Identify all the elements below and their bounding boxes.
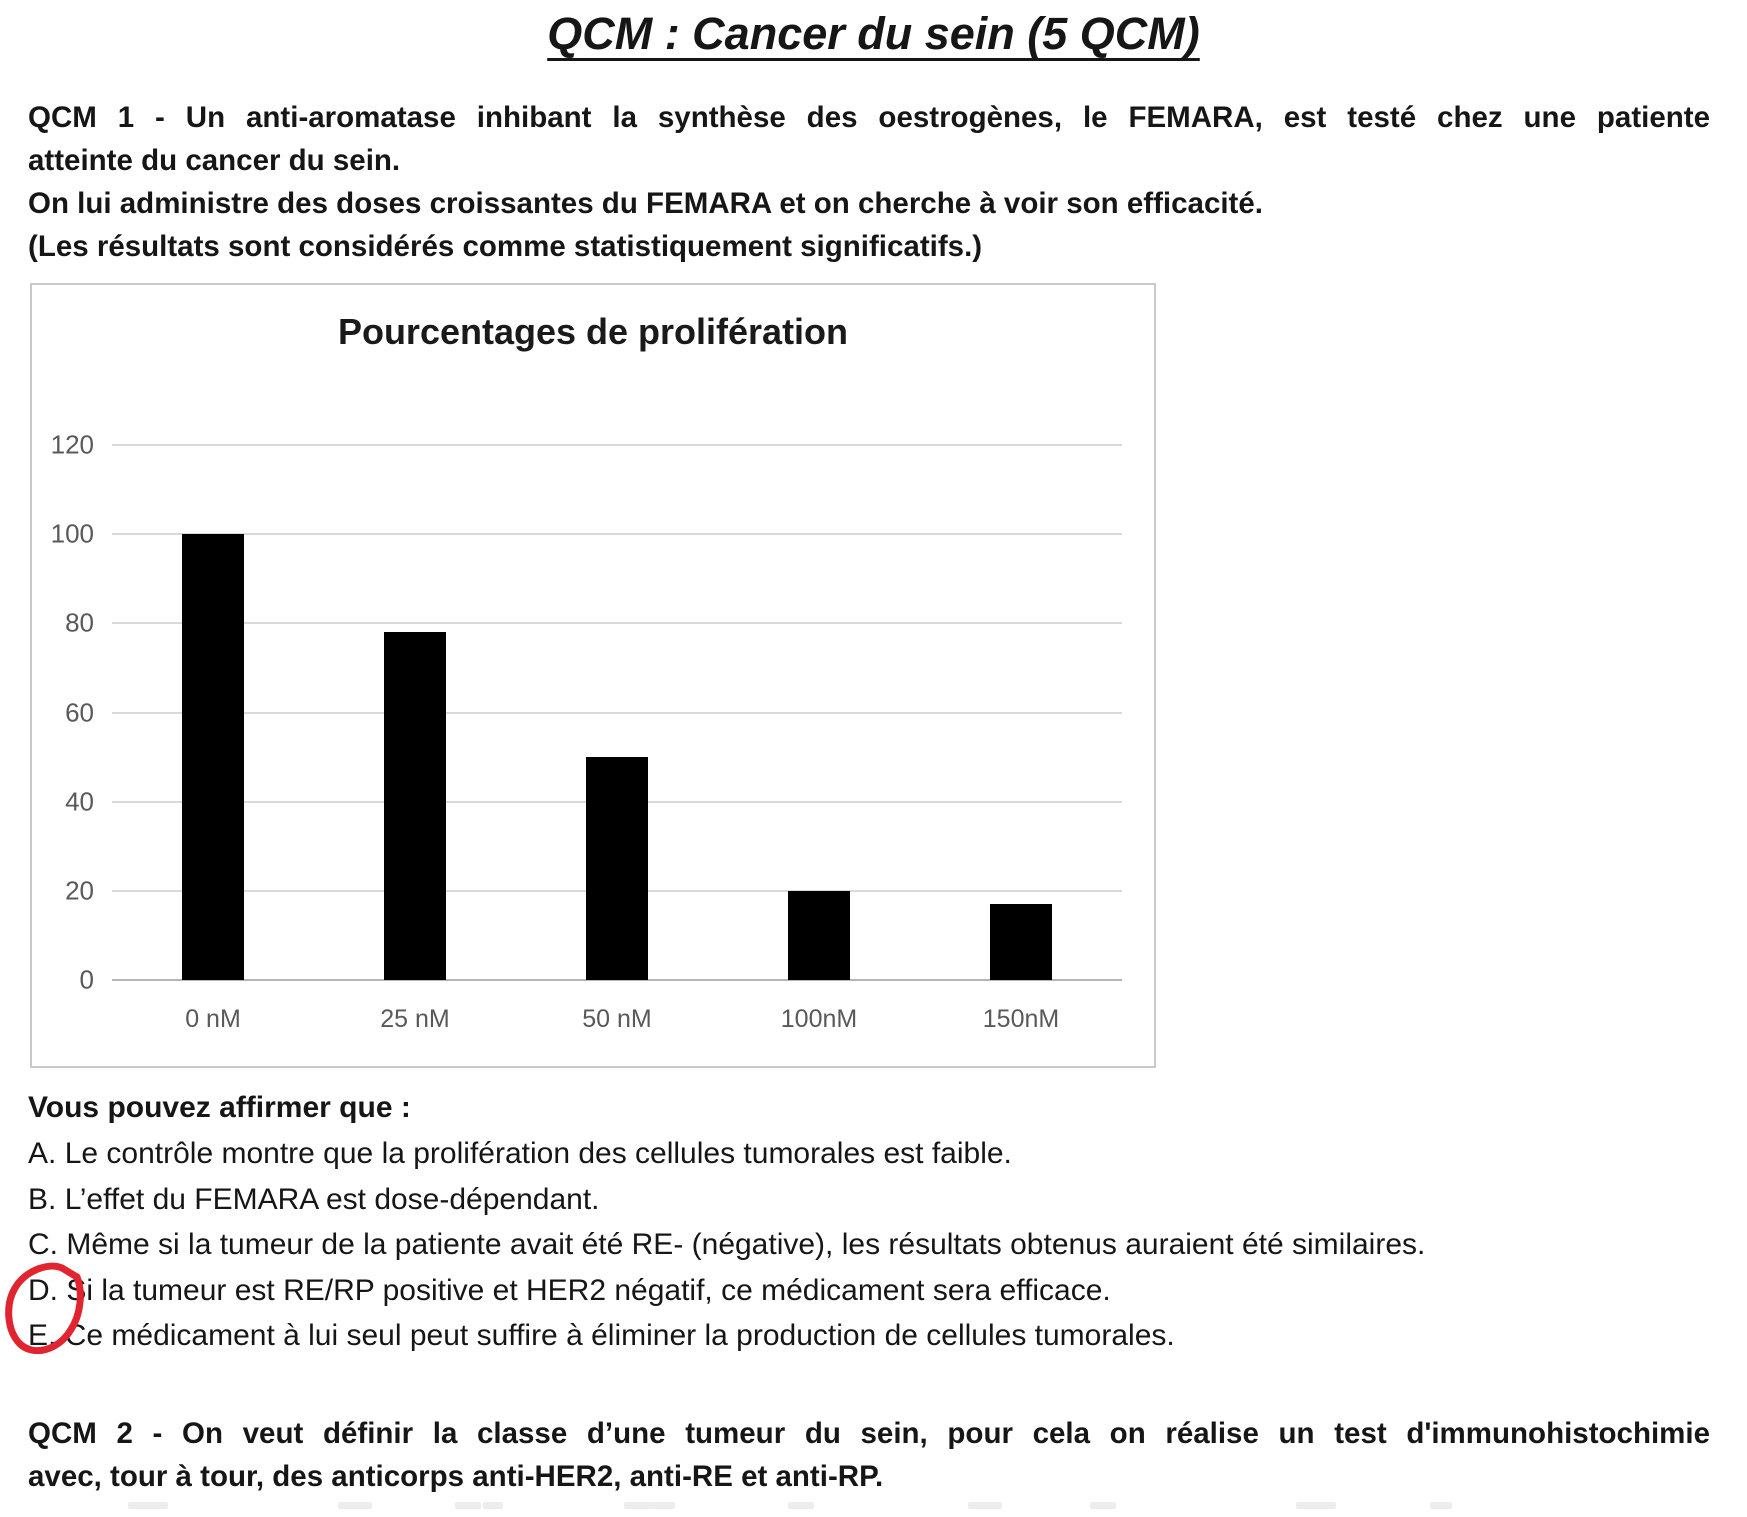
qcm2-line-1: QCM 2 - On veut définir la classe d’une … bbox=[28, 1417, 1710, 1450]
gridline bbox=[112, 533, 1122, 536]
gridline bbox=[112, 711, 1122, 714]
option-a-text: Le contrôle montre que la prolifération … bbox=[64, 1137, 1012, 1170]
chart-x-axis: 0 nM 25 nM 50 nM 100nM 150nM bbox=[112, 1005, 1122, 1034]
qcm2-line-2: avec, tour à tour, des anticorps anti-HE… bbox=[28, 1460, 884, 1493]
y-tick-label: 20 bbox=[65, 875, 94, 906]
cropped-text-mark bbox=[483, 1502, 503, 1509]
bar-slot bbox=[314, 445, 516, 980]
x-tick-label: 150nM bbox=[982, 1005, 1060, 1033]
cropped-next-line-artifact bbox=[0, 1502, 1747, 1514]
qcm1-intro-line-3: On lui administre des doses croissantes … bbox=[28, 187, 1263, 220]
x-tick-label: 100nM bbox=[780, 1005, 858, 1033]
bar-25nM bbox=[384, 632, 446, 980]
y-tick-label: 60 bbox=[65, 697, 94, 727]
page-title: QCM : Cancer du sein (5 QCM) bbox=[0, 8, 1747, 60]
option-b: B. L’effet du FEMARA est dose-dépendant. bbox=[28, 1177, 1710, 1223]
y-tick-label: 0 bbox=[79, 964, 94, 995]
qcm1-intro-line-2: atteinte du cancer du sein. bbox=[28, 144, 401, 177]
option-b-text: L’effet du FEMARA est dose-dépendant. bbox=[64, 1182, 600, 1216]
cropped-text-mark bbox=[968, 1502, 1002, 1509]
x-axis-line bbox=[112, 979, 1122, 981]
option-d-label: D. bbox=[28, 1273, 58, 1307]
bar-50nM bbox=[586, 757, 648, 980]
qcm1-intro: QCM 1 - Un anti-aromatase inhibant la sy… bbox=[28, 96, 1710, 268]
proliferation-bar-chart: Pourcentages de prolifération 0 20 40 60 80 1… bbox=[30, 283, 1156, 1068]
y-tick-label: 80 bbox=[65, 607, 94, 638]
gridline bbox=[112, 444, 1122, 446]
bar-slot bbox=[920, 445, 1122, 980]
chart-bars bbox=[112, 445, 1122, 980]
cropped-text-mark bbox=[1430, 1502, 1452, 1509]
cropped-text-mark bbox=[624, 1502, 654, 1509]
option-d-text: Si la tumeur est RE/RP positive et HER2 … bbox=[66, 1273, 1111, 1307]
x-tick-label: 50 nM bbox=[582, 1005, 652, 1033]
x-tick-label: 0 nM bbox=[185, 1005, 241, 1033]
chart-y-axis: 0 20 40 60 80 100 120 bbox=[32, 430, 94, 995]
bar-slot bbox=[718, 445, 920, 980]
cropped-text-mark bbox=[1090, 1502, 1116, 1509]
option-b-label: B. bbox=[28, 1182, 57, 1216]
bar-0nM bbox=[182, 534, 244, 980]
option-c-label: C. bbox=[28, 1228, 58, 1261]
red-circle-annotation-icon bbox=[5, 1262, 84, 1355]
cropped-text-mark bbox=[128, 1502, 168, 1509]
option-e-text: Ce médicament à lui seul peut suffire à … bbox=[64, 1319, 1175, 1352]
qcm1-answers: Vous pouvez affirmer que : A. Le contrôl… bbox=[28, 1085, 1710, 1359]
y-tick-label: 120 bbox=[50, 429, 94, 460]
option-e: E. Ce médicament à lui seul peut suffire… bbox=[28, 1313, 1710, 1359]
y-tick-label: 40 bbox=[65, 786, 94, 817]
option-a: A. Le contrôle montre que la proliférati… bbox=[28, 1131, 1710, 1177]
bar-slot bbox=[112, 445, 314, 980]
chart-plot-area bbox=[112, 444, 1122, 981]
cropped-text-mark bbox=[788, 1502, 814, 1509]
x-tick-label: 25 nM bbox=[380, 1005, 450, 1033]
cropped-text-mark bbox=[455, 1502, 481, 1509]
cropped-text-mark bbox=[1296, 1502, 1336, 1509]
answers-prompt: Vous pouvez affirmer que : bbox=[28, 1091, 411, 1124]
option-a-label: A. bbox=[28, 1137, 57, 1170]
qcm1-intro-line-1: QCM 1 - Un anti-aromatase inhibant la sy… bbox=[28, 101, 1710, 134]
option-c-text: Même si la tumeur de la patiente avait é… bbox=[66, 1228, 1426, 1261]
bar-slot bbox=[516, 445, 718, 980]
page-title-text: QCM : Cancer du sein (5 QCM) bbox=[547, 8, 1200, 59]
option-c: C. Même si la tumeur de la patiente avai… bbox=[28, 1222, 1710, 1268]
qcm2-intro: QCM 2 - On veut définir la classe d’une … bbox=[28, 1412, 1710, 1498]
cropped-text-mark bbox=[653, 1502, 675, 1509]
y-tick-label: 100 bbox=[50, 518, 94, 549]
qcm1-intro-line-4: (Les résultats sont considérés comme sta… bbox=[28, 230, 983, 263]
option-d: D. Si la tumeur est RE/RP positive et HE… bbox=[28, 1268, 1710, 1314]
bar-100nM bbox=[788, 890, 850, 980]
cropped-text-mark bbox=[338, 1502, 372, 1509]
bar-150nM bbox=[990, 904, 1052, 980]
chart-title: Pourcentages de prolifération bbox=[337, 311, 849, 352]
gridline bbox=[112, 622, 1122, 625]
